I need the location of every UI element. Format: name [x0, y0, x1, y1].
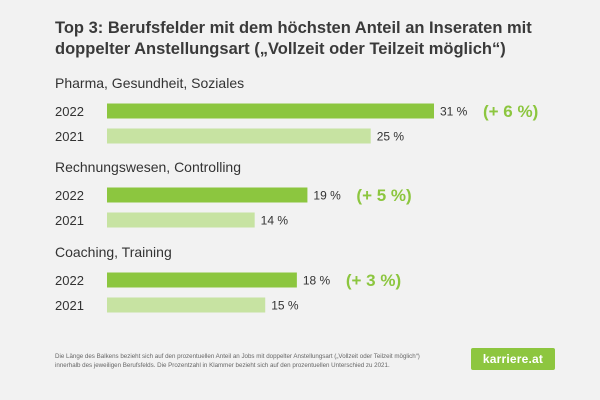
value-label: 19 % [313, 189, 341, 203]
bar-2021 [107, 297, 266, 313]
delta-label: (+ 6 %) [483, 102, 538, 121]
category-label: Rechnungswesen, Controlling [55, 159, 241, 175]
footnote-line-1: Die Länge des Balkens bezieht sich auf d… [55, 353, 420, 360]
category-label: Coaching, Training [55, 244, 172, 260]
bar-2022 [107, 103, 434, 119]
value-label: 31 % [440, 105, 468, 119]
chart-title: Top 3: Berufsfelder mit dem höchsten Ant… [55, 18, 575, 60]
category-label: Pharma, Gesundheit, Soziales [55, 75, 244, 91]
year-label: 2022 [55, 188, 84, 203]
delta-label: (+ 3 %) [346, 271, 401, 290]
bar-2022 [107, 272, 297, 288]
delta-label: (+ 5 %) [356, 186, 411, 205]
karriere-logo: karriere.at [471, 348, 555, 370]
bar-2022 [107, 187, 308, 203]
value-label: 25 % [377, 130, 405, 144]
year-label: 2021 [55, 129, 84, 144]
value-label: 15 % [271, 299, 299, 313]
bar-2021 [107, 212, 255, 228]
footnote-line-2: innerhalb des jeweiligen Berufsfelds. Di… [55, 362, 390, 369]
year-label: 2021 [55, 213, 84, 228]
value-label: 18 % [303, 274, 331, 288]
year-label: 2022 [55, 273, 84, 288]
bar-2021 [107, 128, 371, 144]
chart-title-line-1: Top 3: Berufsfelder mit dem höchsten Ant… [55, 19, 532, 37]
year-label: 2021 [55, 298, 84, 313]
year-label: 2022 [55, 104, 84, 119]
value-label: 14 % [261, 214, 289, 228]
footnote: Die Länge des Balkens bezieht sich auf d… [55, 352, 435, 370]
chart-title-line-2: doppelter Anstellungsart („Vollzeit oder… [55, 40, 506, 58]
